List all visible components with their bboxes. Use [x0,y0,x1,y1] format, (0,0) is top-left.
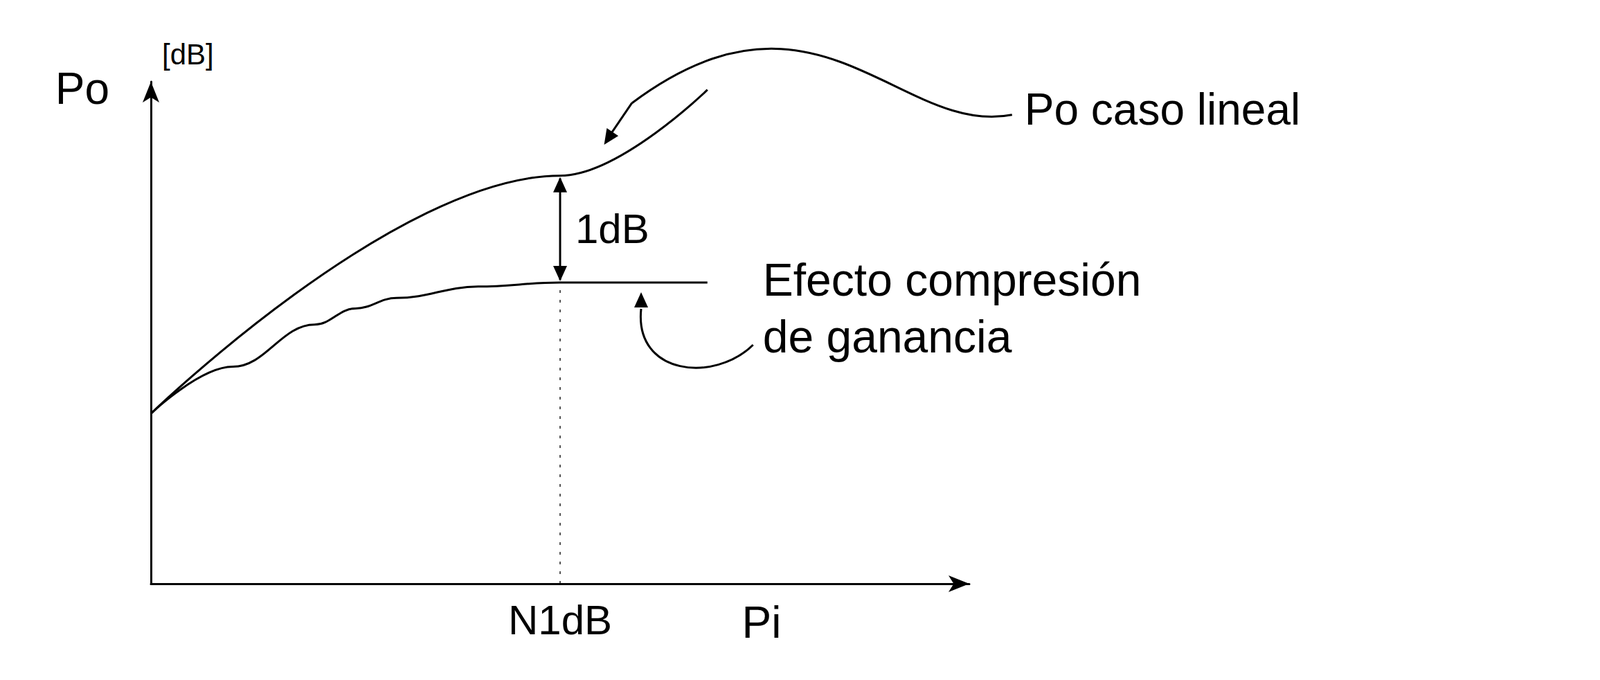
svg-text:N1dB: N1dB [508,596,613,644]
svg-text:Pi: Pi [742,597,782,648]
svg-text:de ganancia: de ganancia [762,310,1013,363]
svg-text:Efecto compresión: Efecto compresión [762,254,1142,306]
svg-text:Po caso lineal: Po caso lineal [1024,84,1301,135]
svg-text:Po: Po [55,63,110,114]
svg-text:[dB]: [dB] [162,38,214,71]
svg-text:1dB: 1dB [575,205,650,253]
